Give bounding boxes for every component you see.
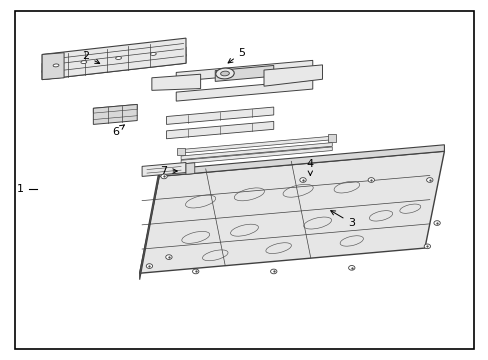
Polygon shape [185,163,194,174]
Text: 4: 4 [306,159,313,175]
Ellipse shape [270,269,276,274]
Ellipse shape [53,64,59,67]
Text: 7: 7 [160,166,177,176]
Polygon shape [93,104,137,113]
Ellipse shape [146,264,152,269]
Polygon shape [42,53,64,80]
Text: 5: 5 [227,48,245,63]
Polygon shape [328,134,335,141]
Ellipse shape [192,269,199,274]
Polygon shape [166,121,273,139]
Ellipse shape [299,178,305,182]
Polygon shape [166,107,273,125]
Polygon shape [142,162,185,176]
Text: 2: 2 [82,51,100,63]
Polygon shape [140,151,444,273]
Polygon shape [177,148,184,155]
Ellipse shape [81,61,86,64]
Polygon shape [159,145,444,176]
Ellipse shape [161,174,167,179]
Polygon shape [42,47,185,72]
Ellipse shape [348,266,354,270]
Ellipse shape [367,178,374,182]
Ellipse shape [150,53,156,55]
Text: 1: 1 [17,184,24,194]
Polygon shape [42,54,185,80]
Ellipse shape [165,255,172,260]
Ellipse shape [423,244,429,249]
Polygon shape [42,38,185,80]
Text: 6: 6 [112,125,124,136]
Ellipse shape [426,178,432,182]
Polygon shape [181,147,331,164]
Text: 3: 3 [330,211,355,228]
Ellipse shape [433,221,439,225]
Polygon shape [152,74,200,90]
Polygon shape [176,60,312,81]
Ellipse shape [220,71,229,76]
Polygon shape [264,65,322,86]
Ellipse shape [116,57,121,59]
Polygon shape [181,143,331,159]
Polygon shape [176,80,312,101]
Polygon shape [140,170,159,280]
Polygon shape [181,136,331,153]
Polygon shape [215,66,273,81]
Ellipse shape [215,68,234,79]
Polygon shape [93,104,137,125]
